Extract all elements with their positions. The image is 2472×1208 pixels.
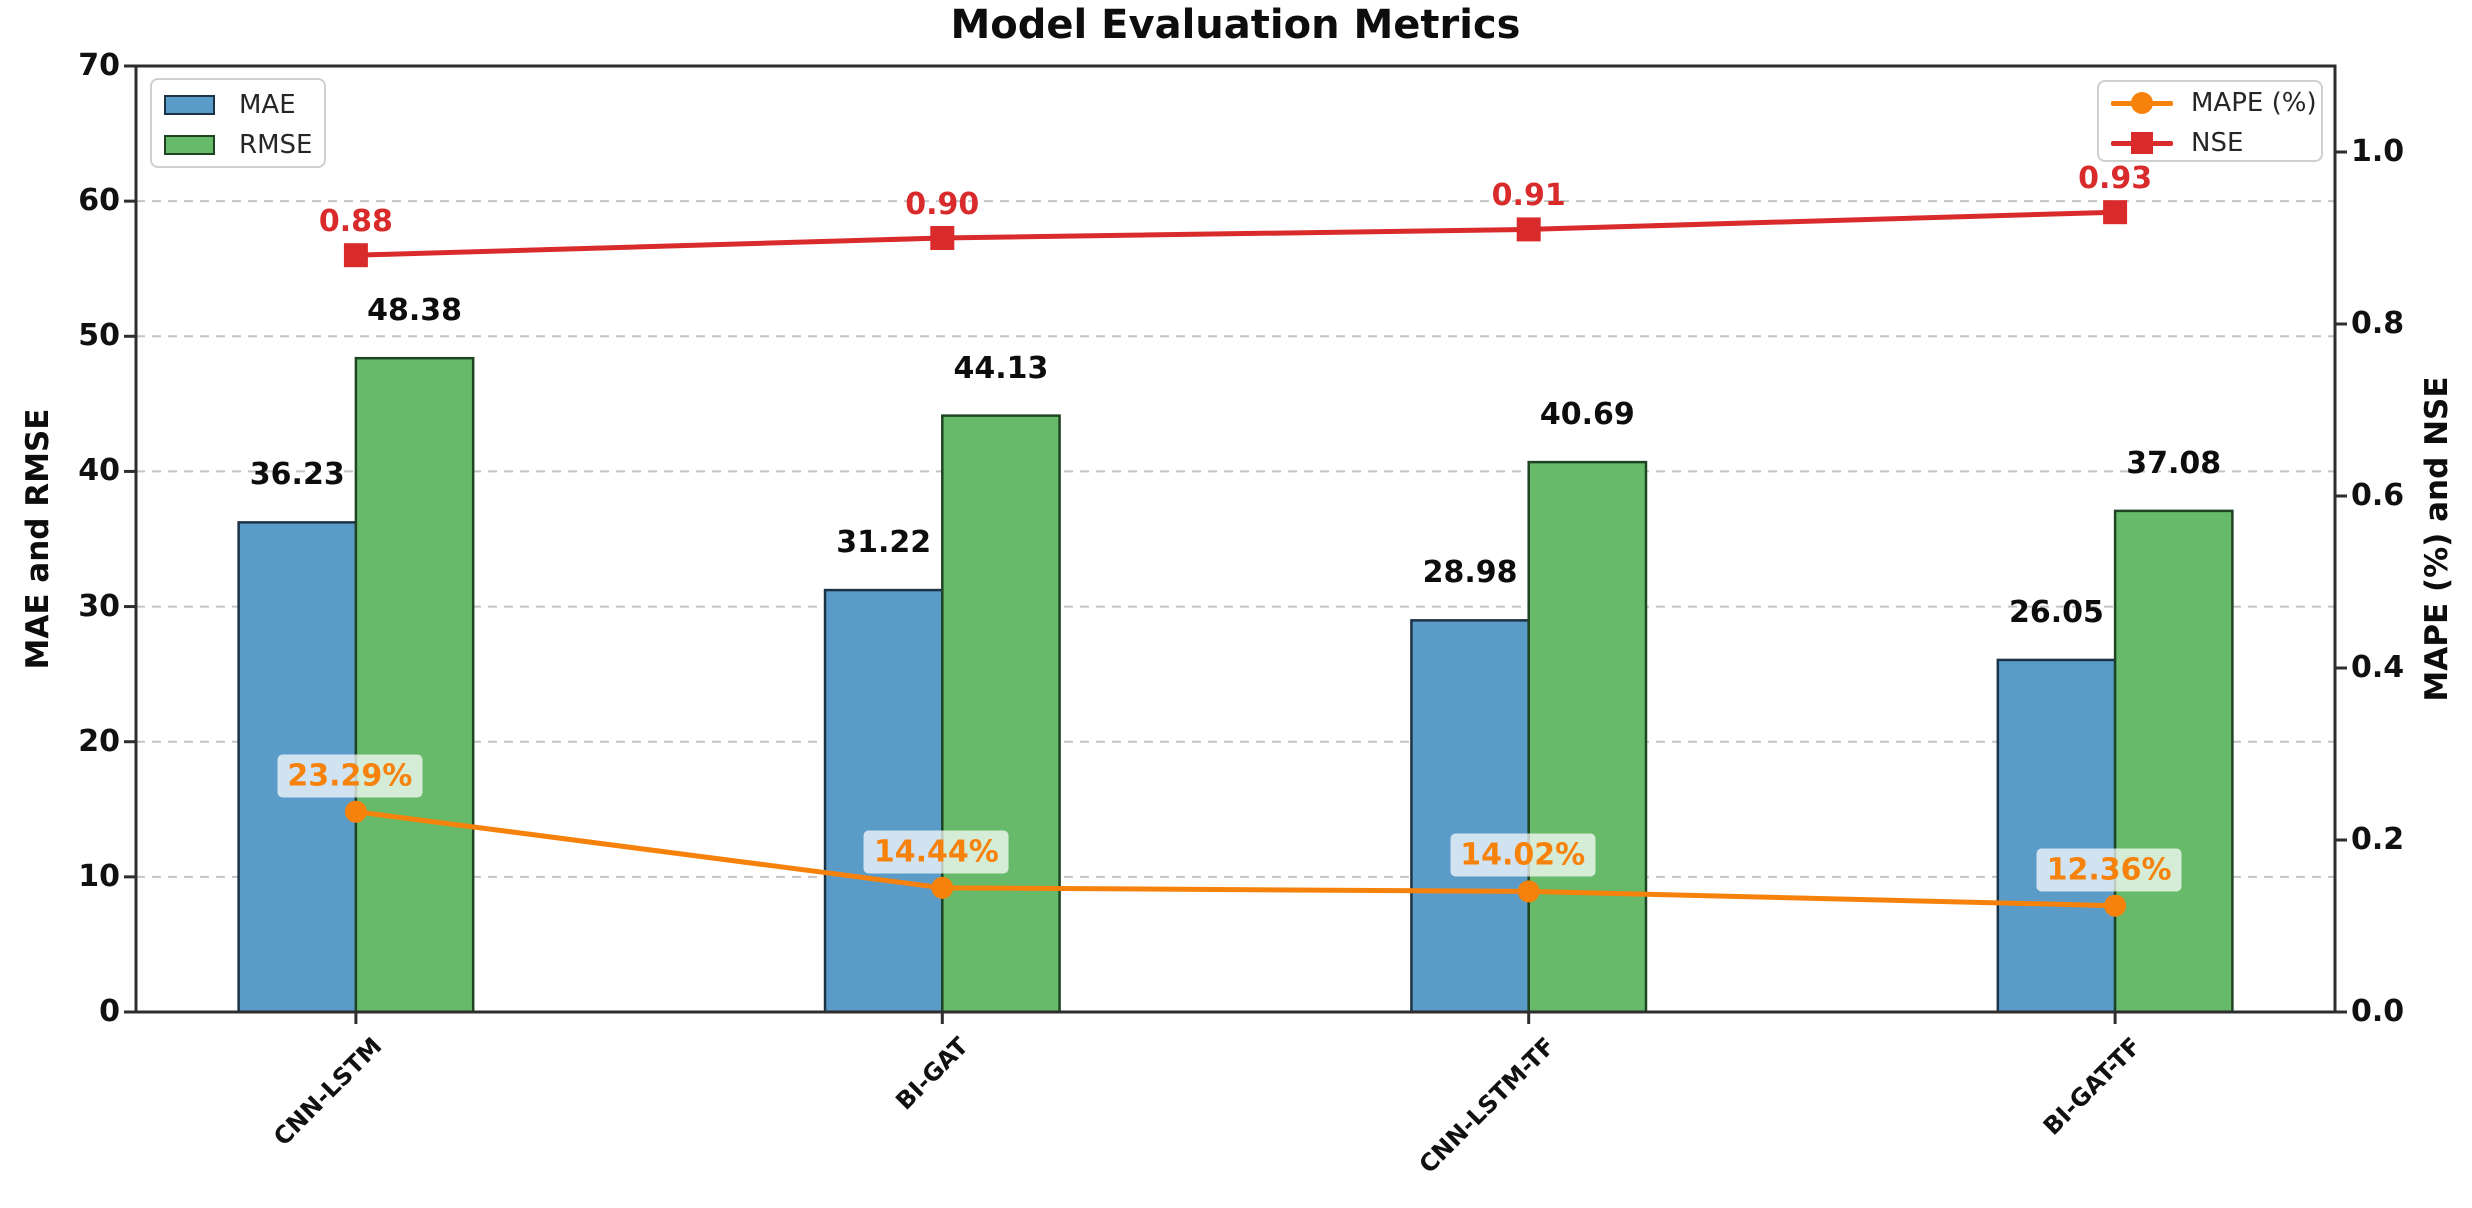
legend-label-rmse: RMSE bbox=[239, 130, 313, 160]
legend-row-rmse: RMSE bbox=[152, 125, 324, 165]
nse-line-sample bbox=[2111, 130, 2173, 156]
nse-square-marker-icon bbox=[2131, 132, 2153, 154]
bar-rmse-bi-gat bbox=[941, 414, 1061, 1014]
bar-rmse-bi-gat-tf bbox=[2113, 509, 2234, 1014]
legend-bars: MAE RMSE bbox=[150, 78, 326, 168]
rmse-swatch bbox=[164, 135, 215, 155]
legend-row-mae: MAE bbox=[152, 85, 324, 125]
axes-frame bbox=[134, 64, 2337, 1014]
left-y-axis-label: MAE and RMSE bbox=[20, 408, 56, 670]
right-y-axis-label: MAPE (%) and NSE bbox=[2419, 376, 2455, 702]
legend-label-mae: MAE bbox=[239, 90, 296, 120]
bar-mae-cnn-lstm bbox=[237, 521, 358, 1014]
legend-label-mape: MAPE (%) bbox=[2191, 88, 2317, 118]
marker-mape-cnn-lstm-tf bbox=[1517, 880, 1540, 903]
mape-line-sample bbox=[2111, 90, 2173, 116]
marker-nse-cnn-lstm-tf bbox=[1516, 217, 1541, 242]
legend-label-nse: NSE bbox=[2191, 128, 2244, 158]
legend-row-mape: MAPE (%) bbox=[2099, 83, 2321, 123]
bar-rmse-cnn-lstm bbox=[354, 356, 475, 1014]
bar-rmse-cnn-lstm-tf bbox=[1527, 460, 1648, 1014]
marker-mape-bi-gat-tf bbox=[2104, 894, 2127, 917]
line-nse bbox=[353, 209, 2118, 258]
chart-title: Model Evaluation Metrics bbox=[950, 2, 1521, 48]
marker-mape-cnn-lstm bbox=[344, 800, 367, 823]
marker-nse-bi-gat-tf bbox=[2103, 200, 2128, 225]
marker-nse-cnn-lstm bbox=[343, 243, 368, 268]
bar-mae-cnn-lstm-tf bbox=[1410, 619, 1530, 1014]
mape-circle-marker-icon bbox=[2131, 92, 2153, 114]
marker-nse-bi-gat bbox=[930, 226, 955, 250]
bar-mae-bi-gat bbox=[823, 588, 944, 1014]
marker-mape-bi-gat bbox=[931, 876, 954, 899]
legend-row-nse: NSE bbox=[2099, 123, 2321, 163]
mae-swatch bbox=[164, 95, 215, 115]
bar-mae-bi-gat-tf bbox=[1996, 658, 2117, 1014]
legend-lines: MAPE (%) NSE bbox=[2097, 80, 2323, 162]
line-mape bbox=[353, 809, 2118, 909]
